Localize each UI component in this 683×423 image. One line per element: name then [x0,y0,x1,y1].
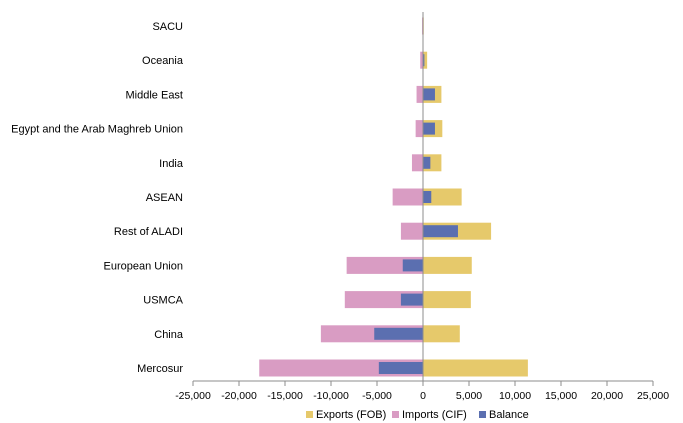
x-tick-label: 20,000 [591,390,623,402]
bars-layer [259,17,528,377]
x-tick-label: -20,000 [221,390,257,402]
bar-balance-european-union [402,259,423,272]
bar-imports-egypt-and-the-arab-maghreb-union [415,120,423,138]
bar-balance-oceania [423,54,425,67]
legend-swatch-exports-fob [306,411,313,418]
x-tick-label: -10,000 [313,390,349,402]
legend: Exports (FOB) Imports (CIF) Balance [306,409,529,421]
bar-balance-middle-east [423,88,435,101]
x-tick-label: 25,000 [637,390,669,402]
axes-layer [192,12,654,386]
x-tick-label: 10,000 [499,390,531,402]
bar-imports-middle-east [416,85,423,103]
bar-balance-rest-of-aladi [423,225,458,238]
category-label-mercosur: Mercosur [137,363,183,375]
bar-balance-egypt-and-the-arab-maghreb-union [423,122,435,135]
bar-exports-asean [423,188,462,206]
category-label-sacu: SACU [152,21,183,33]
legend-label-imports-cif: Imports (CIF) [402,409,467,421]
legend-swatch-balance [479,411,486,418]
bar-imports-oceania [420,51,423,69]
bar-balance-mercosur [378,362,423,374]
legend-label-balance: Balance [489,409,529,421]
category-label-asean: ASEAN [146,192,183,204]
bar-imports-india [411,154,423,172]
bar-exports-usmca [423,291,471,309]
bar-balance-india [423,156,431,169]
bar-exports-oceania [423,51,428,69]
x-tick-label: -15,000 [267,390,303,402]
labels-layer: SACU Oceania Middle East Egypt and the Arab… [11,21,669,402]
category-label-india: India [159,158,184,170]
x-tick-label: -5,000 [362,390,392,402]
x-tick-label: 0 [420,390,426,402]
category-label-middle-east: Middle East [126,89,183,101]
bar-imports-asean [392,188,423,206]
bar-exports-mercosur [423,359,528,377]
x-tick-label: 5,000 [456,390,482,402]
category-label-rest-of-aladi: Rest of ALADI [114,226,183,238]
bar-balance-usmca [400,293,423,306]
x-tick-label: -25,000 [175,390,211,402]
bar-imports-rest-of-aladi [400,222,423,240]
legend-swatch-imports-cif [392,411,399,418]
bar-balance-asean [423,191,432,203]
category-label-oceania: Oceania [142,55,184,67]
bar-balance-china [374,327,423,340]
category-label-egypt-and-the-arab-maghreb-union: Egypt and the Arab Maghreb Union [11,124,183,136]
category-label-european-union: European Union [103,260,183,272]
x-tick-label: 15,000 [545,390,577,402]
bar-exports-china [423,325,460,343]
category-label-usmca: USMCA [143,295,183,307]
bar-exports-european-union [423,256,472,274]
category-label-china: China [154,329,184,341]
legend-label-exports-fob: Exports (FOB) [316,409,386,421]
